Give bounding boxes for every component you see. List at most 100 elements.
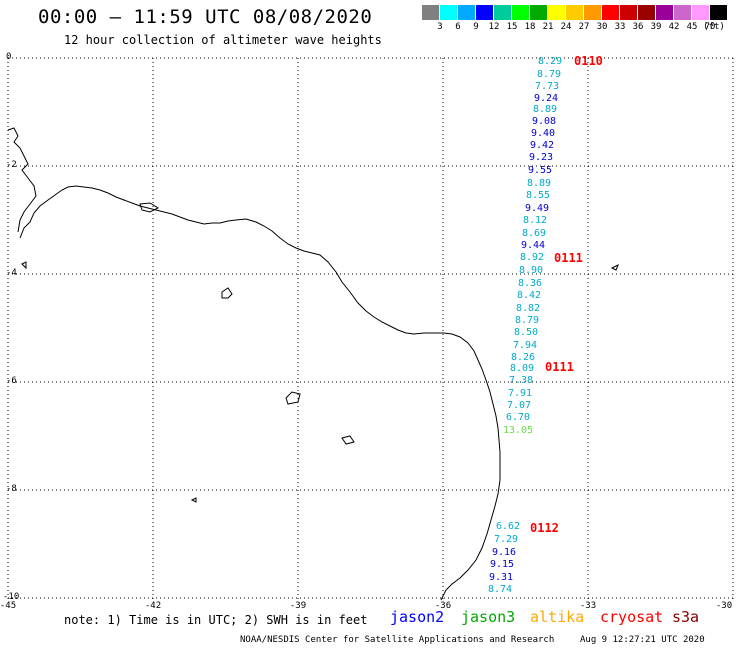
island-a [139,202,160,213]
legend-label: 21 [542,22,554,32]
wave-height-value: 9.08 [532,116,557,127]
wave-height-value: 8.50 [514,327,539,338]
island-e [610,263,619,271]
wave-height-value: 9.42 [530,140,555,151]
pass-time-label: 0111 [554,251,583,265]
pass-time-label: 0111 [545,360,574,374]
legend-swatch [512,5,529,20]
wave-height-value: 9.44 [521,240,546,251]
wave-height-value: 7.94 [513,340,538,351]
legend-swatch [440,5,457,20]
legend-swatch [422,5,439,20]
legend-swatch [458,5,475,20]
wave-height-value: 6.70 [506,412,531,423]
latitude-tick-label: -8 [6,484,17,494]
island-d [341,435,355,445]
coastline-mainland [19,185,501,601]
wave-height-value: 7.38 [509,375,534,386]
wave-height-value: 8.29 [538,56,563,67]
wave-height-value: 8.89 [527,178,552,189]
legend-swatch [692,5,709,20]
legend-label: 33 [614,22,626,32]
latitude-tick-label: 0 [6,52,12,62]
legend-label: 6 [455,22,461,32]
legend-swatch [548,5,565,20]
generation-timestamp: Aug 9 12:27:21 UTC 2020 [580,635,705,645]
coastline [7,127,619,601]
legend-swatch [674,5,691,20]
legend-label: 27 [578,22,590,32]
longitude-tick-label: -36 [434,601,452,611]
longitude-tick-label: -42 [144,601,162,611]
legend-swatch [656,5,673,20]
latitude-tick-label: -6 [6,376,17,386]
wave-height-value: 8.74 [488,584,513,595]
longitude-tick-label: -39 [289,601,307,611]
wave-height-value: 6.62 [496,521,521,532]
island-g [190,497,197,503]
longitude-tick-label: -33 [579,601,597,611]
wave-height-value: 7.07 [507,400,532,411]
satellite-name: jason2 [390,608,445,626]
legend-label: 24 [560,22,572,32]
island-f [21,261,27,270]
legend-unit: (ft) [703,22,725,32]
latitude-tick-label: -4 [6,268,17,278]
wave-height-value: 8.82 [516,303,541,314]
map-grid [7,57,734,600]
legend-label: 15 [506,22,518,32]
legend-swatch [476,5,493,20]
coastline-northwest [7,127,37,233]
wave-height-value: 8.90 [519,265,544,276]
island-b [221,287,233,299]
wave-height-value: 7.91 [508,388,533,399]
legend-label: 12 [488,22,500,32]
legend-label: 3 [437,22,443,32]
legend-swatch [602,5,619,20]
legend-label: 70 [704,22,716,32]
legend-swatch [566,5,583,20]
satellite-name: altika [530,608,585,626]
wave-height-value: 9.49 [525,203,550,214]
satellite-name: cryosat [600,608,664,626]
legend-swatch [494,5,511,20]
legend-label: 18 [524,22,536,32]
wave-height-value: 8.12 [523,215,548,226]
wave-height-value: 9.40 [531,128,556,139]
wave-height-value: 13.05 [503,425,534,436]
legend-label: 30 [596,22,608,32]
credit-text: NOAA/NESDIS Center for Satellite Applica… [240,635,555,645]
wave-height-value: 9.16 [492,547,517,558]
wave-height-value: 9.23 [529,152,554,163]
wave-height-value: 7.73 [535,81,560,92]
wave-height-value: 9.24 [534,93,559,104]
wave-height-value: 8.55 [526,190,551,201]
wave-height-value: 8.36 [518,278,543,289]
wave-height-value: 8.79 [537,69,562,80]
longitude-tick-label: -45 [0,601,17,611]
legend-swatch [638,5,655,20]
satellite-name: s3a [672,608,700,626]
pass-time-label: 0112 [530,521,559,535]
legend-swatch [530,5,547,20]
longitude-tick-label: -30 [715,601,733,611]
wave-height-value: 8.69 [522,228,547,239]
legend-label: 45 [686,22,698,32]
wave-height-value: 9.15 [490,559,515,570]
wave-height-value: 9.55 [528,165,553,176]
island-c [285,391,301,405]
legend-label: 9 [473,22,479,32]
note-text: note: 1) Time is in UTC; 2) SWH is in fe… [64,613,368,627]
color-legend: 3 6 9 12 15 18 21 24 27 30 33 36 39 42 45 70 (ft) [422,5,728,35]
wave-height-value: 9.31 [489,572,514,583]
wave-height-value: 8.09 [510,363,535,374]
legend-label: 36 [632,22,644,32]
wave-height-value: 8.92 [520,252,545,263]
wave-height-value: 8.79 [515,315,540,326]
latitude-tick-label: -10 [3,592,20,602]
legend-label: 39 [650,22,662,32]
pass-time-label: 0110 [574,54,603,68]
wave-height-value: 8.42 [517,290,542,301]
satellite-name: jason3 [461,608,516,626]
